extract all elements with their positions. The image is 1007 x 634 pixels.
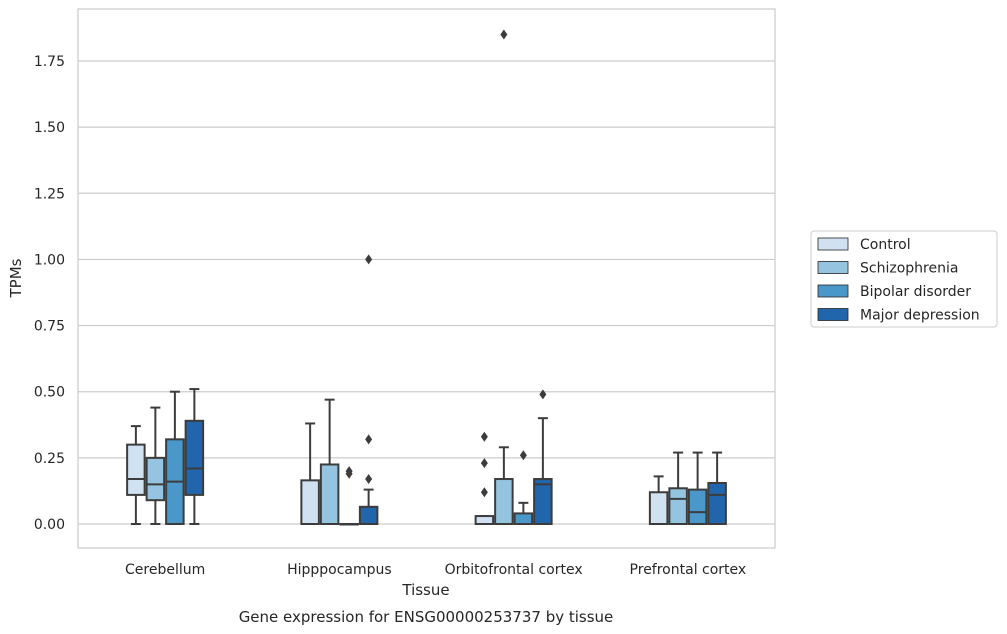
y-tick-label: 0.25 [34,451,65,467]
box-bipolar-disorder [513,450,534,525]
x-tick-labels: Cerebellum Hipppocampus Orbitofrontal cort… [125,562,746,578]
legend-swatch [817,284,849,298]
box-major-depression [707,451,727,525]
box-body [184,419,205,496]
box-body [707,481,727,525]
plot-frame [77,8,776,549]
legend-label: Control [860,237,911,253]
box-body [494,478,514,525]
y-tick-label: 0.50 [34,385,65,401]
box-control [300,422,320,525]
box-major-depression [358,254,379,525]
outlier-marker [480,431,488,442]
box-control [126,425,146,525]
legend-swatch [817,237,849,251]
legend: Control Schizophrenia Bipolar disorder Majo… [810,230,998,328]
legend-swatch [817,261,849,274]
y-tick-label: 0.75 [34,319,65,335]
box-body [513,512,534,525]
box-schizophrenia [668,451,688,526]
outlier-marker [365,434,373,445]
legend-swatch [817,308,849,321]
outlier-marker [365,474,373,485]
box-major-depression [184,388,205,525]
y-tick-labels: 0.00 0.25 0.50 0.75 1.00 1.25 1.50 1.75 [34,54,65,533]
outlier-marker [480,458,488,469]
legend-label: Major depression [860,308,980,324]
y-axis-title: TPMs [7,258,25,298]
box-schizophrenia [319,398,340,526]
x-tick-label: Cerebellum [125,562,205,578]
box-control [474,431,495,526]
box-body [474,515,495,526]
outlier-marker [345,466,353,477]
box-major-depression [533,389,553,525]
y-tick-label: 1.50 [34,120,65,136]
x-tick-label: Orbitofrontal cortex [445,562,583,578]
box-body [668,487,688,526]
outlier-marker [519,450,527,461]
box-body [126,443,146,496]
box-body [648,491,669,526]
box-body [533,478,553,525]
y-tick-label: 1.75 [34,54,65,70]
y-tick-label: 1.00 [34,252,65,268]
box-bipolar-disorder [687,451,708,525]
box-body [300,479,320,525]
box-body [358,505,379,525]
box-control [648,475,669,526]
y-tick-label: 1.25 [34,186,65,202]
outlier-marker [480,487,488,498]
y-tick-label: 0.00 [34,517,65,533]
outlier-marker [365,254,373,265]
x-axis-title: Tissue [401,581,449,599]
legend-frame [810,230,998,328]
box-bipolar-disorder [339,466,359,526]
box-schizophrenia [145,406,166,525]
box-bipolar-disorder [165,390,185,525]
outlier-marker [539,389,547,400]
boxes [126,29,727,526]
chart-title: Gene expression for ENSG00000253737 by t… [239,608,614,626]
box-schizophrenia [494,29,514,525]
box-body [319,463,340,526]
outlier-marker [500,29,508,40]
legend-label: Bipolar disorder [860,284,971,300]
x-tick-label: Prefrontal cortex [630,562,747,578]
legend-label: Schizophrenia [860,261,958,277]
box-body [145,456,166,502]
x-tick-label: Hipppocampus [287,562,392,578]
box-body [687,488,708,525]
